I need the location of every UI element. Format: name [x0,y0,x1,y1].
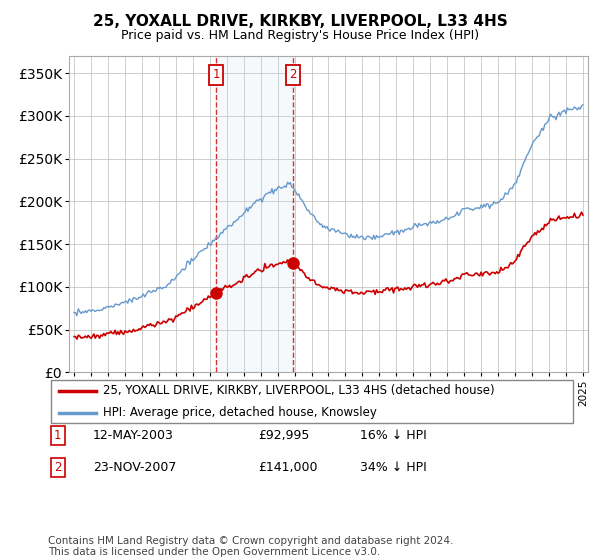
Text: £141,000: £141,000 [258,461,317,474]
Text: 2: 2 [54,461,62,474]
Text: £92,995: £92,995 [258,429,310,442]
Text: 25, YOXALL DRIVE, KIRKBY, LIVERPOOL, L33 4HS: 25, YOXALL DRIVE, KIRKBY, LIVERPOOL, L33… [92,14,508,29]
Text: 1: 1 [54,429,62,442]
Text: 34% ↓ HPI: 34% ↓ HPI [360,461,427,474]
Text: 16% ↓ HPI: 16% ↓ HPI [360,429,427,442]
Text: 2: 2 [289,68,296,81]
Text: 25, YOXALL DRIVE, KIRKBY, LIVERPOOL, L33 4HS (detached house): 25, YOXALL DRIVE, KIRKBY, LIVERPOOL, L33… [103,384,495,398]
Bar [216,56,293,372]
Text: Contains HM Land Registry data © Crown copyright and database right 2024.
This d: Contains HM Land Registry data © Crown c… [48,535,454,557]
Text: 1: 1 [212,68,220,81]
Text: Price paid vs. HM Land Registry's House Price Index (HPI): Price paid vs. HM Land Registry's House … [121,29,479,42]
Text: 12-MAY-2003: 12-MAY-2003 [93,429,174,442]
Text: HPI: Average price, detached house, Knowsley: HPI: Average price, detached house, Know… [103,406,377,419]
Text: 23-NOV-2007: 23-NOV-2007 [93,461,176,474]
FancyBboxPatch shape [50,380,574,423]
